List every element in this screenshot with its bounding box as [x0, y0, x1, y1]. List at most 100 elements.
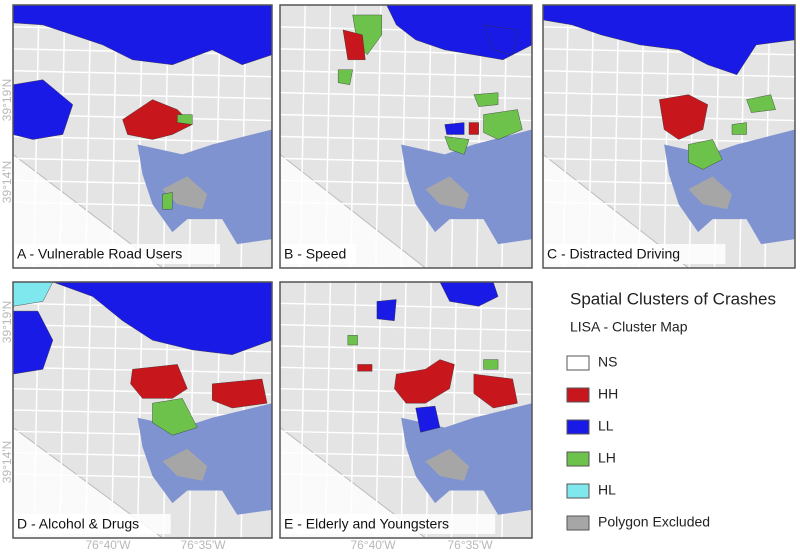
- cluster-area: [415, 405, 441, 433]
- lat-label: 39°14'N: [0, 441, 14, 483]
- cluster-area: [357, 364, 373, 372]
- cluster-area: [473, 92, 499, 107]
- lon-label: 76°40'W: [85, 538, 131, 551]
- panel-label: D - Alcohol & Drugs: [17, 516, 139, 532]
- street: [110, 281, 118, 539]
- map-panel: [542, 4, 796, 269]
- cluster-area: [152, 398, 198, 436]
- legend-swatch: [566, 515, 590, 531]
- street: [350, 281, 357, 539]
- legend-swatch: [566, 419, 590, 435]
- map-panel: [279, 4, 533, 269]
- street: [542, 48, 796, 56]
- lon-label: 76°35'W: [447, 538, 493, 551]
- street: [476, 281, 483, 539]
- legend-label: LL: [598, 418, 614, 434]
- street: [613, 4, 620, 269]
- cluster-area: [483, 24, 518, 56]
- cluster-area: [444, 136, 470, 155]
- lon-label: 76°40'W: [350, 538, 396, 551]
- polygon-excluded: [688, 176, 732, 210]
- panel-frame: [12, 4, 273, 269]
- legend-subtitle: LISA - Cluster Map: [570, 319, 688, 335]
- cluster-area: [212, 378, 268, 409]
- street: [425, 4, 432, 269]
- street: [587, 4, 595, 269]
- panel-frame: [542, 4, 796, 269]
- panel-label: C - Distracted Driving: [547, 246, 680, 262]
- cluster-area: [177, 114, 193, 125]
- cluster-area: [130, 364, 188, 399]
- street: [638, 4, 645, 269]
- cluster-area: [731, 122, 747, 135]
- legend-swatch: [566, 483, 590, 499]
- legend-swatch: [566, 387, 590, 403]
- cluster-area: [342, 29, 366, 60]
- lon-label: 76°35'W: [180, 538, 226, 551]
- street: [324, 281, 332, 539]
- cluster-area: [483, 359, 499, 370]
- street: [450, 281, 458, 539]
- water: [137, 129, 272, 245]
- street: [542, 70, 796, 78]
- cluster-area: [337, 69, 353, 85]
- cluster-area: [162, 192, 173, 210]
- street: [84, 281, 92, 539]
- map-panel: [12, 4, 273, 269]
- legend-label: LH: [598, 450, 616, 466]
- street: [542, 91, 796, 100]
- panel-label: B - Speed: [284, 246, 346, 262]
- cluster-area: [376, 299, 397, 322]
- panel-label-bg: [282, 514, 496, 534]
- cluster-area: [394, 359, 455, 404]
- cluster-area: [122, 99, 193, 140]
- cluster-area: [659, 94, 708, 140]
- panel-label-bg: [282, 244, 356, 264]
- cluster-area: [468, 122, 479, 135]
- street: [279, 70, 533, 78]
- legend-label: HH: [598, 386, 618, 402]
- polygon-excluded: [425, 448, 469, 481]
- cluster-area: [746, 94, 776, 113]
- cluster-area: [444, 122, 465, 135]
- cluster-area: [483, 109, 523, 140]
- lat-label: 39°19'N: [0, 301, 14, 343]
- panel-frame: [279, 281, 533, 539]
- street: [663, 4, 670, 269]
- street: [375, 281, 382, 539]
- water: [401, 129, 532, 245]
- street: [279, 345, 533, 353]
- water: [401, 403, 532, 515]
- street: [400, 281, 407, 539]
- legend-swatch: [566, 355, 590, 371]
- panel-label-bg: [15, 514, 171, 534]
- street: [375, 4, 382, 269]
- street: [59, 4, 66, 269]
- street: [12, 70, 273, 78]
- street: [279, 323, 533, 332]
- panel-label: E - Elderly and Youngsters: [284, 516, 449, 532]
- legend-title: Spatial Clusters of Crashes: [570, 289, 776, 308]
- panel-frame: [279, 4, 533, 269]
- polygon-excluded: [162, 176, 208, 210]
- street: [279, 366, 533, 374]
- lat-label: 39°19'N: [0, 79, 14, 121]
- legend-swatch: [566, 451, 590, 467]
- street: [84, 4, 92, 269]
- legend-label: Polygon Excluded: [598, 514, 710, 530]
- street: [59, 281, 66, 539]
- polygon-excluded: [425, 176, 469, 210]
- panel-frame: [12, 281, 273, 539]
- cluster-area: [473, 373, 518, 409]
- street: [400, 4, 407, 269]
- panel-label: A - Vulnerable Road Users: [17, 246, 182, 262]
- legend-label: NS: [598, 354, 617, 370]
- map-panel: [279, 281, 533, 539]
- lat-label: 39°14'N: [0, 161, 14, 203]
- map-panel: [12, 281, 273, 539]
- cluster-area: [347, 335, 358, 346]
- street: [324, 4, 332, 269]
- legend-label: HL: [598, 482, 616, 498]
- panel-label-bg: [15, 244, 220, 264]
